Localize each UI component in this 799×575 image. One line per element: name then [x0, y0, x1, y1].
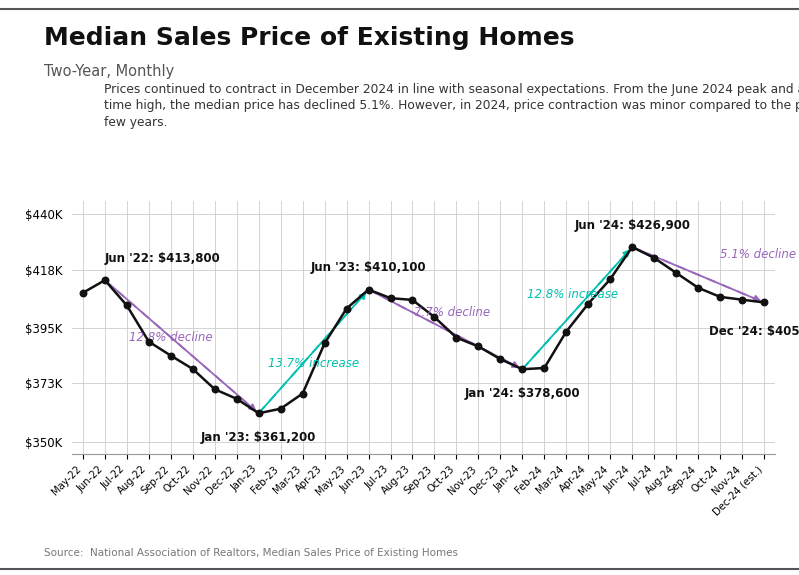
Text: few years.: few years. — [104, 116, 167, 129]
Point — [406, 296, 419, 305]
Text: time high, the median price has declined 5.1%. However, in 2024, price contracti: time high, the median price has declined… — [104, 99, 799, 113]
Point — [230, 394, 243, 404]
Point — [670, 269, 682, 278]
Point — [582, 299, 594, 308]
Text: 5.1% decline: 5.1% decline — [720, 248, 797, 261]
Text: 13.7% increase: 13.7% increase — [268, 356, 360, 370]
Point — [714, 292, 726, 301]
Point — [604, 275, 617, 284]
Point — [252, 409, 265, 418]
Text: Jan '23: $361,200: Jan '23: $361,200 — [201, 431, 316, 444]
Point — [121, 301, 133, 310]
Text: Jun '22: $413,800: Jun '22: $413,800 — [105, 252, 221, 265]
Point — [384, 294, 397, 303]
Point — [560, 327, 573, 336]
Point — [362, 285, 375, 294]
Point — [165, 351, 177, 360]
Text: 12.8% increase: 12.8% increase — [527, 288, 618, 301]
Point — [428, 313, 441, 322]
Point — [494, 355, 507, 364]
Point — [340, 304, 353, 313]
Point — [274, 404, 287, 413]
Point — [472, 342, 485, 351]
Text: Jun '24: $426,900: Jun '24: $426,900 — [574, 219, 690, 232]
Text: Prices continued to contract in December 2024 in line with seasonal expectations: Prices continued to contract in December… — [104, 83, 799, 97]
Text: Jun '23: $410,100: Jun '23: $410,100 — [311, 262, 427, 274]
Point — [736, 295, 749, 304]
Point — [757, 298, 770, 307]
Text: 7.7% decline: 7.7% decline — [414, 306, 490, 319]
Point — [186, 365, 199, 374]
Text: Jan '24: $378,600: Jan '24: $378,600 — [464, 387, 580, 400]
Text: Dec '24: $405,000: Dec '24: $405,000 — [710, 325, 799, 338]
Text: 12.8% decline: 12.8% decline — [129, 331, 213, 344]
Text: Median Sales Price of Existing Homes: Median Sales Price of Existing Homes — [44, 26, 574, 50]
Point — [516, 365, 529, 374]
Point — [538, 363, 551, 373]
Point — [296, 389, 309, 398]
Point — [142, 337, 155, 346]
Point — [209, 385, 221, 394]
Point — [318, 339, 331, 348]
Point — [98, 275, 111, 285]
Point — [77, 288, 89, 297]
Point — [626, 243, 638, 252]
Text: Source:  National Association of Realtors, Median Sales Price of Existing Homes: Source: National Association of Realtors… — [44, 548, 458, 558]
Text: Two-Year, Monthly: Two-Year, Monthly — [44, 64, 174, 79]
Point — [692, 283, 705, 292]
Point — [648, 254, 661, 263]
Point — [450, 333, 463, 342]
